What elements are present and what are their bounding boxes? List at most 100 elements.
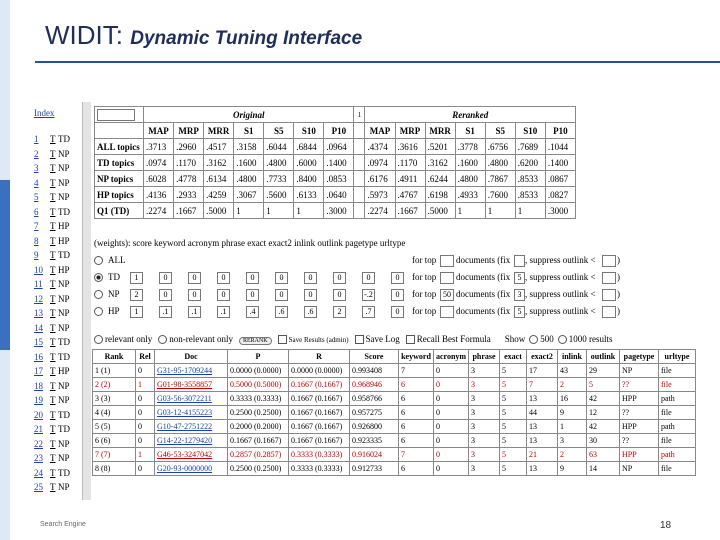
topic-number[interactable]: 11 bbox=[34, 279, 43, 289]
weight-input[interactable]: 0 bbox=[362, 272, 375, 284]
topic-link[interactable]: T bbox=[50, 206, 56, 217]
topic-link[interactable]: T bbox=[50, 409, 56, 420]
topic-link[interactable]: T bbox=[50, 134, 56, 144]
radio[interactable] bbox=[94, 273, 103, 282]
radio[interactable] bbox=[94, 335, 103, 345]
topic-link[interactable]: T bbox=[50, 192, 56, 202]
radio[interactable] bbox=[94, 256, 103, 265]
checkbox[interactable] bbox=[277, 335, 287, 345]
weight-input[interactable]: .1 bbox=[159, 306, 172, 318]
top-input[interactable] bbox=[440, 306, 454, 318]
topic-link[interactable]: T bbox=[50, 177, 56, 188]
topic-number[interactable]: 7 bbox=[34, 221, 39, 231]
outlink-input[interactable] bbox=[602, 272, 616, 284]
topic-number[interactable]: 17 bbox=[34, 366, 43, 376]
topic-link[interactable]: T bbox=[50, 467, 56, 478]
topic-number[interactable]: 3 bbox=[34, 163, 39, 173]
weight-input[interactable]: -.2 bbox=[362, 289, 375, 301]
doc-link[interactable]: G31-95-1709244 bbox=[154, 363, 228, 378]
checkbox[interactable] bbox=[405, 335, 415, 345]
weight-input[interactable]: .7 bbox=[362, 306, 375, 318]
topic-number[interactable]: 16 bbox=[34, 351, 43, 362]
rerank-button[interactable]: RERANK bbox=[238, 337, 272, 345]
doc-link[interactable]: G14-22-1279420 bbox=[154, 433, 228, 448]
weight-input[interactable]: 0 bbox=[304, 272, 317, 284]
radio[interactable] bbox=[94, 307, 103, 316]
outlink-input[interactable] bbox=[602, 306, 616, 318]
topic-number[interactable]: 10 bbox=[34, 264, 43, 275]
weight-input[interactable]: 0 bbox=[333, 272, 346, 284]
weight-input[interactable]: .6 bbox=[304, 306, 317, 318]
top-input[interactable] bbox=[440, 272, 454, 284]
topic-link[interactable]: T bbox=[50, 235, 56, 246]
topic-link[interactable]: T bbox=[50, 279, 56, 289]
fix-input[interactable] bbox=[514, 255, 525, 267]
doc-link[interactable]: G03-12-4155223 bbox=[154, 405, 228, 420]
topic-number[interactable]: 24 bbox=[34, 467, 43, 478]
topic-number[interactable]: 5 bbox=[34, 192, 39, 202]
doc-link[interactable]: G46-53-3247042 bbox=[154, 447, 228, 462]
topic-link[interactable]: T bbox=[50, 293, 56, 304]
weight-input[interactable]: .1 bbox=[217, 306, 230, 318]
topic-number[interactable]: 9 bbox=[34, 250, 39, 260]
topic-number[interactable]: 22 bbox=[34, 438, 43, 449]
weight-input[interactable]: 0 bbox=[217, 272, 230, 284]
selector[interactable]: 1 bbox=[353, 106, 366, 123]
topic-link[interactable]: T bbox=[50, 250, 56, 260]
topic-number[interactable]: 18 bbox=[34, 380, 43, 391]
fix-input[interactable]: 5 bbox=[514, 306, 525, 318]
topic-link[interactable]: T bbox=[50, 395, 56, 405]
topic-link[interactable]: T bbox=[50, 424, 56, 434]
topic-link[interactable]: T bbox=[50, 438, 56, 449]
weight-input[interactable]: 0 bbox=[391, 272, 404, 284]
topic-link[interactable]: T bbox=[50, 482, 56, 492]
topic-link[interactable]: T bbox=[50, 308, 56, 318]
topic-link[interactable]: T bbox=[50, 264, 56, 275]
topic-link[interactable]: T bbox=[50, 221, 56, 231]
weight-input[interactable]: 0 bbox=[391, 289, 404, 301]
weight-input[interactable]: 0 bbox=[246, 272, 259, 284]
radio[interactable] bbox=[94, 290, 103, 299]
topic-number[interactable]: 23 bbox=[34, 453, 43, 463]
weight-input[interactable]: 2 bbox=[130, 289, 143, 301]
weight-input[interactable]: 0 bbox=[333, 289, 346, 301]
topic-number[interactable]: 1 bbox=[34, 134, 39, 144]
topic-number[interactable]: 2 bbox=[34, 148, 39, 159]
topic-number[interactable]: 6 bbox=[34, 206, 39, 217]
top-input[interactable]: 50 bbox=[440, 289, 454, 301]
doc-link[interactable]: G10-47-2751222 bbox=[154, 419, 228, 434]
weight-input[interactable]: 0 bbox=[275, 272, 288, 284]
topic-number[interactable]: 8 bbox=[34, 235, 39, 246]
weight-input[interactable]: 0 bbox=[304, 289, 317, 301]
weight-input[interactable]: 0 bbox=[159, 289, 172, 301]
topic-number[interactable]: 21 bbox=[34, 424, 43, 434]
topic-link[interactable]: T bbox=[50, 148, 56, 159]
checkbox[interactable] bbox=[354, 335, 364, 345]
topic-number[interactable]: 20 bbox=[34, 409, 43, 420]
topic-number[interactable]: 19 bbox=[34, 395, 43, 405]
weight-input[interactable]: .4 bbox=[246, 306, 259, 318]
topic-number[interactable]: 12 bbox=[34, 293, 43, 304]
weight-input[interactable]: 0 bbox=[391, 306, 404, 318]
weight-input[interactable]: 2 bbox=[333, 306, 346, 318]
topic-link[interactable]: T bbox=[50, 163, 56, 173]
weight-input[interactable]: 1 bbox=[130, 272, 143, 284]
radio[interactable] bbox=[529, 335, 539, 345]
doc-link[interactable]: G03-56-3072211 bbox=[154, 391, 228, 406]
topic-link[interactable]: T bbox=[50, 351, 56, 362]
weight-input[interactable]: 0 bbox=[159, 272, 172, 284]
weight-input[interactable]: 0 bbox=[275, 289, 288, 301]
topic-number[interactable]: 4 bbox=[34, 177, 39, 188]
topic-link[interactable]: T bbox=[50, 366, 56, 376]
weight-input[interactable]: 1 bbox=[130, 306, 143, 318]
topic-link[interactable]: T bbox=[50, 453, 56, 463]
weight-input[interactable]: 0 bbox=[188, 272, 201, 284]
topic-number[interactable]: 14 bbox=[34, 322, 43, 333]
top-input[interactable] bbox=[440, 255, 454, 267]
fix-input[interactable]: 3 bbox=[514, 289, 525, 301]
fix-input[interactable]: 5 bbox=[514, 272, 525, 284]
radio[interactable] bbox=[158, 335, 168, 345]
topic-number[interactable]: 15 bbox=[34, 337, 43, 347]
topic-link[interactable]: T bbox=[50, 337, 56, 347]
weight-input[interactable]: 0 bbox=[188, 289, 201, 301]
